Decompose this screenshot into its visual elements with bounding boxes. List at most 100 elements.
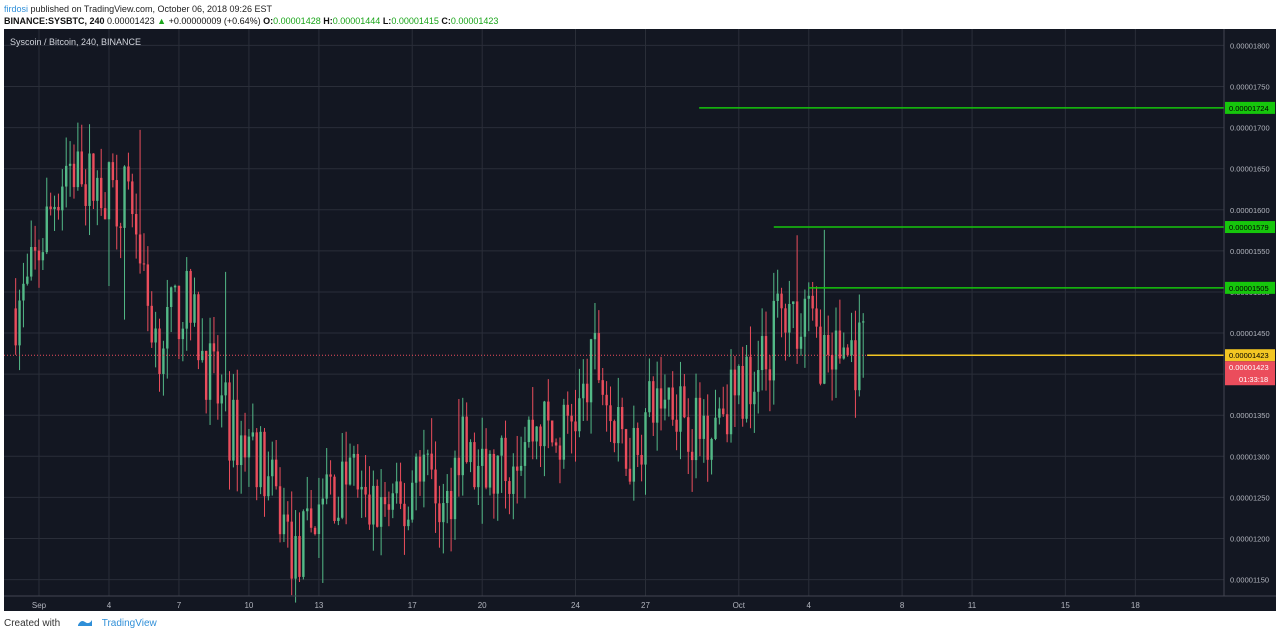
candle-body bbox=[492, 453, 496, 494]
price-tick-label: 0.00001200 bbox=[1230, 534, 1270, 543]
candle-body bbox=[722, 408, 725, 415]
candle-body bbox=[589, 339, 593, 403]
candle-body bbox=[434, 469, 437, 504]
current-price-label: 0.00001423 bbox=[1229, 363, 1269, 372]
candle-body bbox=[652, 381, 655, 423]
candle-layer bbox=[14, 122, 865, 603]
candle-body bbox=[667, 387, 671, 400]
time-tick-label: 4 bbox=[807, 601, 812, 610]
level-price-label-bg bbox=[1225, 281, 1275, 294]
candle-body bbox=[842, 347, 845, 359]
candle-body bbox=[57, 206, 60, 211]
level-layer bbox=[4, 107, 1224, 356]
price-tick-label: 0.00001750 bbox=[1230, 83, 1270, 92]
candle-body bbox=[49, 206, 52, 210]
price-labels: 0.00001724 0.00001579 0.00001505 0.00001423… bbox=[1225, 101, 1275, 386]
candle-body bbox=[236, 399, 239, 466]
candle-body bbox=[679, 386, 682, 432]
candle-body bbox=[317, 504, 321, 535]
price-tick-label: 0.00001550 bbox=[1230, 247, 1270, 256]
time-tick-label: 13 bbox=[314, 601, 323, 610]
candle-body bbox=[407, 519, 410, 527]
candle-body bbox=[547, 401, 550, 421]
last-price-label-bg bbox=[1225, 349, 1275, 362]
candle-body bbox=[430, 453, 433, 470]
chart-panel[interactable]: 0.00001150 0.00001200 0.00001250 0.00001300… bbox=[4, 29, 1276, 611]
candle-body bbox=[792, 301, 795, 304]
candle-body bbox=[185, 270, 188, 329]
candle-body bbox=[418, 456, 422, 482]
candle-body bbox=[465, 416, 468, 463]
grid-layer bbox=[4, 29, 1224, 596]
candle-body bbox=[733, 369, 737, 396]
candle-body bbox=[422, 454, 426, 482]
candle-body bbox=[823, 335, 826, 384]
last-price-label: 0.00001423 bbox=[1229, 351, 1269, 360]
time-axis[interactable]: Sep 4 7 10 13 17 20 24 27 Oct 4 8 11 15 18 bbox=[32, 601, 1140, 610]
candle-body bbox=[671, 387, 674, 420]
time-tick-label: 24 bbox=[571, 601, 580, 610]
candle-body bbox=[698, 397, 702, 439]
price-tick-label: 0.00001650 bbox=[1230, 165, 1270, 174]
candle-body bbox=[737, 365, 741, 396]
close-value: 0.00001423 bbox=[450, 16, 499, 26]
candle-body bbox=[834, 330, 838, 370]
candle-body bbox=[103, 208, 107, 220]
candle-body bbox=[123, 166, 126, 228]
candle-body bbox=[862, 321, 865, 323]
candle-body bbox=[597, 333, 601, 381]
candlestick-chart[interactable]: 0.00001150 0.00001200 0.00001250 0.00001300… bbox=[4, 29, 1276, 611]
candle-body bbox=[753, 391, 756, 405]
candle-body bbox=[399, 481, 402, 504]
candle-body bbox=[527, 419, 531, 443]
candle-body bbox=[65, 165, 68, 187]
author-link[interactable]: firdosi bbox=[4, 4, 29, 14]
candle-body bbox=[243, 435, 247, 458]
candle-body bbox=[290, 521, 293, 579]
candle-body bbox=[18, 300, 21, 346]
price-axis[interactable]: 0.00001150 0.00001200 0.00001250 0.00001300… bbox=[1230, 41, 1270, 584]
price-tick-label: 0.00001300 bbox=[1230, 452, 1270, 461]
candle-body bbox=[220, 395, 223, 404]
candle-body bbox=[282, 514, 286, 535]
candle-body bbox=[150, 305, 153, 343]
low-label: L: bbox=[382, 16, 392, 26]
open-value: 0.00001428 bbox=[273, 16, 321, 26]
level-price-label: 0.00001579 bbox=[1229, 223, 1269, 232]
candle-body bbox=[411, 482, 414, 520]
candle-body bbox=[88, 153, 91, 206]
candle-body bbox=[550, 420, 554, 443]
candle-body bbox=[376, 485, 379, 527]
candle-body bbox=[558, 445, 562, 460]
candle-body bbox=[232, 399, 235, 461]
chart-title: Syscoin / Bitcoin, 240, BINANCE bbox=[10, 37, 141, 47]
candle-body bbox=[768, 369, 772, 381]
candle-body bbox=[383, 497, 387, 505]
candle-body bbox=[224, 382, 227, 396]
footer: Created with TradingView bbox=[4, 617, 157, 630]
candle-body bbox=[725, 414, 729, 435]
candle-body bbox=[146, 264, 150, 306]
candle-body bbox=[562, 404, 566, 460]
candle-body bbox=[368, 494, 371, 525]
candle-body bbox=[749, 356, 752, 405]
countdown-label: 01:33:18 bbox=[1239, 375, 1268, 384]
candle-body bbox=[543, 401, 546, 447]
tradingview-link[interactable]: TradingView bbox=[101, 618, 157, 630]
candle-body bbox=[570, 415, 573, 422]
candle-body bbox=[356, 453, 359, 490]
candle-body bbox=[461, 416, 464, 476]
candle-body bbox=[267, 476, 270, 497]
time-tick-label: 4 bbox=[107, 601, 112, 610]
price-tick-label: 0.00001150 bbox=[1230, 576, 1269, 585]
candle-body bbox=[846, 347, 849, 356]
candle-body bbox=[208, 343, 212, 400]
candle-body bbox=[259, 431, 262, 488]
tradingview-logo-icon bbox=[77, 617, 93, 630]
change-arrow-icon: ▲ bbox=[157, 16, 167, 26]
candle-body bbox=[173, 285, 177, 288]
candle-body bbox=[784, 308, 787, 333]
candle-body bbox=[228, 382, 231, 461]
candle-body bbox=[854, 340, 857, 391]
candle-body bbox=[795, 301, 799, 349]
